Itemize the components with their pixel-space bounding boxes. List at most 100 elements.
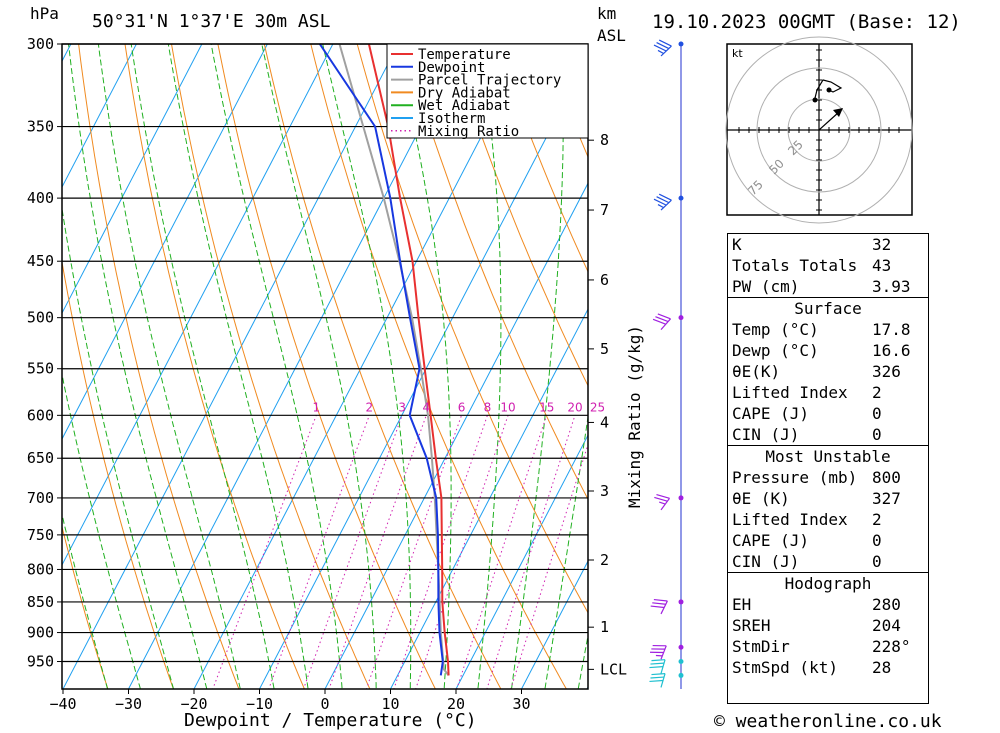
pressure-tick-label: 950 [27, 653, 54, 671]
pressure-tick-label: 550 [27, 360, 54, 378]
indices-value: 228° [872, 637, 911, 656]
height-tick-label: 8 [600, 131, 609, 149]
temperature-line [367, 44, 450, 676]
height-tick-label: 7 [600, 201, 609, 219]
mixing-ratio-line [456, 415, 548, 689]
wind-level-dot [678, 599, 684, 605]
hodograph-point [826, 87, 832, 93]
mixing-ratio-label: 2 [366, 400, 374, 414]
temp-tick-label: −30 [115, 695, 142, 713]
indices-value: 280 [872, 595, 901, 614]
mixing-ratio-line [302, 415, 403, 689]
indices-panel: K 32 Totals Totals 43 PW (cm) 3.93 Surface Tem… [727, 233, 929, 704]
mixing-ratio-line [365, 415, 462, 689]
indices-row: Pressure (mb) 800 [728, 467, 928, 488]
indices-label: Pressure (mb) [732, 468, 858, 487]
pressure-tick-label: 500 [27, 309, 54, 327]
mixing-ratio-line [510, 442, 588, 689]
indices-label: Temp (°C) [732, 320, 819, 339]
height-tick-label: LCL [600, 660, 627, 678]
mixing-ratio-line [486, 415, 576, 689]
axis-labels: 1 2 3 4 6 8 10 15 20 2530035040045050055060065070… [27, 35, 627, 713]
indices-label: StmSpd (kt) [732, 658, 838, 677]
indices-value: 204 [872, 616, 901, 635]
indices-value: 0 [872, 531, 882, 550]
indices-section-title: Hodograph [784, 574, 872, 593]
wind-level-dot [678, 41, 684, 47]
profile-lines [318, 44, 450, 677]
indices-label: CIN (J) [732, 552, 800, 571]
mixing-ratio-line [415, 415, 509, 689]
isotherm-line [62, 44, 203, 315]
mixing-ratio-label: 20 [567, 400, 582, 414]
pressure-unit-label: hPa [30, 4, 59, 23]
dry-adiabat-line [124, 44, 305, 689]
indices-section-header: Most Unstable [728, 445, 928, 468]
indices-row: Dewp (°C) 16.6 [728, 340, 928, 361]
height-tick-label: 3 [600, 482, 609, 500]
indices-label: θE(K) [732, 362, 781, 381]
location-title: 50°31'N 1°37'E 30m ASL [92, 11, 331, 32]
indices-row: Temp (°C) 17.8 [728, 319, 928, 340]
hodograph-ring [725, 36, 913, 224]
pressure-level-lines [62, 43, 588, 663]
general-indices-table: K 32 Totals Totals 43 PW (cm) 3.93 Surface Tem… [728, 234, 928, 678]
height-tick-label: 1 [600, 618, 609, 636]
pressure-tick-label: 900 [27, 624, 54, 642]
isotherm-line [62, 44, 334, 567]
temp-tick-label: −40 [49, 695, 76, 713]
hodograph-unit-label: kt [732, 47, 743, 60]
wind-barb [649, 659, 666, 674]
indices-row: Lifted Index 2 [728, 509, 928, 530]
temp-tick-label: 10 [381, 695, 399, 713]
isotherm-line [389, 308, 588, 689]
wet-adiabat-line [544, 414, 588, 689]
indices-value: 17.8 [872, 320, 911, 339]
mixing-ratio-label: 4 [422, 400, 430, 414]
height-unit-asl: ASL [597, 26, 626, 45]
dry-adiabat-line [950, 0, 1000, 715]
legend-label: Parcel Trajectory [418, 73, 561, 89]
temp-tick-label: 30 [512, 695, 530, 713]
indices-row: Totals Totals 43 [728, 255, 928, 276]
indices-row: SREH 204 [728, 615, 928, 636]
indices-row: PW (cm) 3.93 [728, 276, 928, 298]
legend-label: Mixing Ratio [418, 124, 519, 140]
wet-adiabat-line [130, 44, 275, 689]
temp-tick-label: −10 [246, 695, 273, 713]
wet-adiabat-line [261, 44, 377, 689]
pressure-tick-label: 400 [27, 189, 54, 207]
indices-label: EH [732, 595, 752, 614]
dry-adiabat-line [449, 44, 588, 387]
indices-value: 32 [872, 235, 892, 254]
height-unit-km: km [597, 4, 617, 23]
dry-adiabat-line [78, 44, 240, 689]
indices-row: θE(K) 326 [728, 361, 928, 382]
mixing-ratio-label: 1 [312, 400, 320, 414]
isotherm-line [62, 44, 399, 689]
indices-section-title: Most Unstable [765, 447, 891, 466]
indices-row: EH 280 [728, 594, 928, 615]
mixing-ratio-label: 6 [458, 400, 466, 414]
legend-label: Wet Adiabat [418, 98, 511, 114]
wind-level-dot [678, 672, 684, 678]
temp-tick-label: 0 [320, 695, 329, 713]
height-tick-label: 2 [600, 551, 609, 569]
storm-motion-vector [818, 111, 840, 131]
indices-value: 16.6 [872, 341, 911, 360]
wind-barb [653, 193, 672, 211]
indices-value: 2 [872, 510, 882, 529]
height-tick-label: 5 [600, 340, 609, 358]
indices-label: Lifted Index [732, 383, 848, 402]
height-tick-label: 6 [600, 271, 609, 289]
indices-value: 800 [872, 468, 901, 487]
wind-profile [649, 39, 684, 689]
pressure-tick-label: 750 [27, 526, 54, 544]
wet-adiabat-line [62, 512, 109, 689]
mixing-ratio-label: 10 [500, 400, 515, 414]
copyright-text: © weatheronline.co.uk [714, 711, 942, 732]
wind-level-dot [678, 315, 684, 321]
indices-row: StmDir 228° [728, 636, 928, 657]
pressure-tick-label: 350 [27, 118, 54, 136]
wind-level-dot [678, 644, 684, 650]
